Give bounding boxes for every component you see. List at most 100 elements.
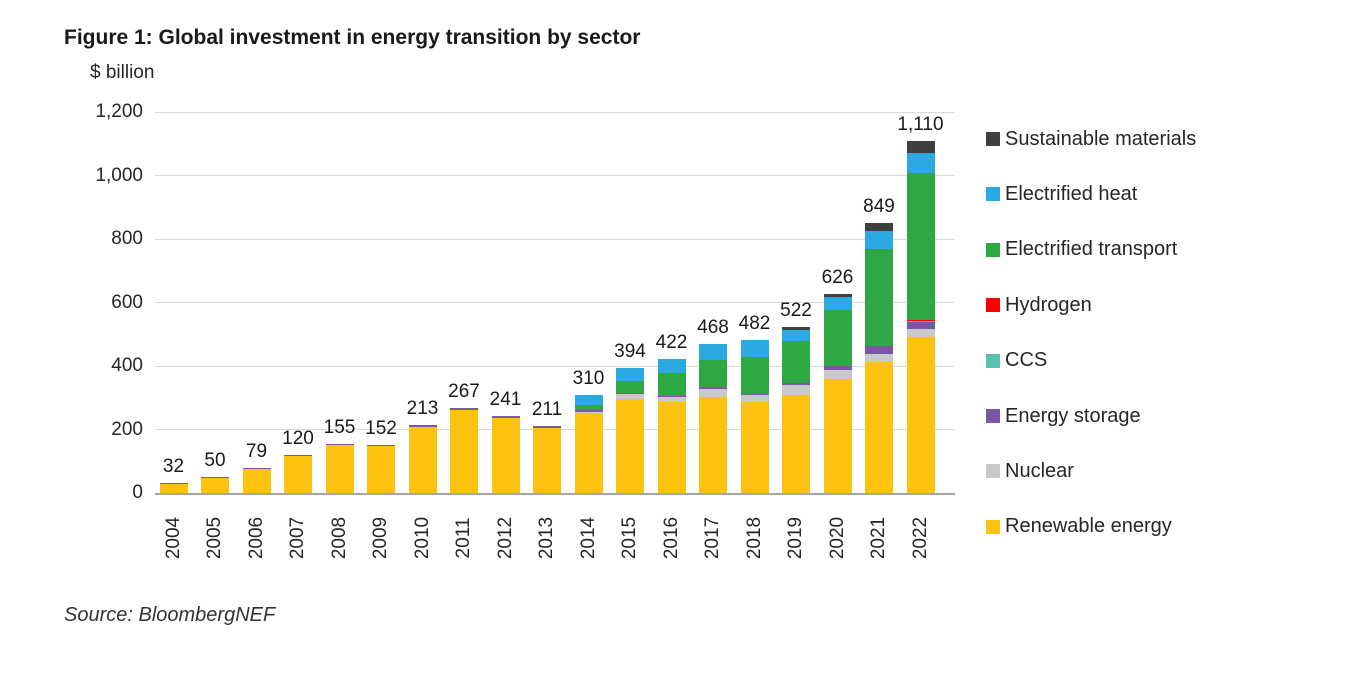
bar-segment-energy-storage-2014 bbox=[574, 410, 603, 412]
value-label-2009: 152 bbox=[365, 417, 397, 439]
legend-item-ccs: CCS bbox=[986, 349, 1048, 372]
legend-swatch-icon bbox=[986, 132, 1000, 146]
bar-segment-electrified-heat-2020 bbox=[823, 297, 852, 311]
bar-segment-renewable-energy-2014 bbox=[574, 413, 603, 493]
y-tick-label: 1,000 bbox=[95, 164, 143, 186]
x-axis-line bbox=[155, 492, 955, 495]
value-label-2014: 310 bbox=[572, 367, 605, 389]
legend-swatch-icon bbox=[986, 409, 1000, 423]
bar-segment-renewable-energy-2010 bbox=[408, 426, 437, 493]
x-tick-label-2020: 2020 bbox=[826, 516, 848, 560]
bar-segment-electrified-transport-2018 bbox=[740, 356, 769, 394]
bar-segment-energy-storage-2006 bbox=[242, 467, 271, 469]
bar-segment-renewable-energy-2004 bbox=[159, 483, 188, 493]
legend-label: Electrified transport bbox=[1005, 238, 1178, 261]
bar-segment-renewable-energy-2006 bbox=[242, 468, 271, 493]
x-tick-label-2022: 2022 bbox=[909, 516, 931, 560]
legend-swatch-icon bbox=[986, 298, 1000, 313]
x-tick-label-2016: 2016 bbox=[660, 516, 682, 560]
bar-segment-energy-storage-2019 bbox=[782, 383, 810, 386]
bar-segment-sustainable-materials-2021 bbox=[865, 223, 893, 232]
value-label-2006: 79 bbox=[245, 440, 268, 462]
legend-item-electrified-heat: Electrified heat bbox=[986, 183, 1137, 205]
bar-segment-renewable-energy-2018 bbox=[740, 401, 769, 493]
legend-item-renewable-energy: Renewable energy bbox=[986, 515, 1172, 538]
legend-label: Nuclear bbox=[1005, 459, 1074, 482]
value-label-2021: 849 bbox=[863, 196, 895, 218]
value-label-2005: 50 bbox=[204, 450, 226, 472]
legend-swatch-icon bbox=[986, 464, 1000, 479]
bar-segment-renewable-energy-2016 bbox=[657, 401, 686, 493]
bar-segment-electrified-transport-2020 bbox=[823, 310, 852, 367]
bar-segment-electrified-heat-2016 bbox=[657, 359, 686, 374]
bar-segment-electrified-heat-2014 bbox=[574, 394, 603, 406]
gridline bbox=[155, 365, 955, 367]
y-tick-label: 200 bbox=[111, 418, 143, 440]
legend-label: Energy storage bbox=[1005, 404, 1141, 427]
legend-label: Renewable energy bbox=[1005, 515, 1172, 538]
bar-segment-energy-storage-2013 bbox=[533, 426, 561, 428]
legend-item-energy-storage: Energy storage bbox=[986, 405, 1141, 427]
bar-segment-renewable-energy-2009 bbox=[367, 446, 395, 493]
bar-segment-energy-storage-2011 bbox=[450, 408, 478, 410]
bar-segment-energy-storage-2022 bbox=[906, 320, 935, 329]
value-label-2008: 155 bbox=[323, 416, 356, 438]
legend-item-nuclear: Nuclear bbox=[986, 460, 1074, 482]
y-tick-label: 0 bbox=[132, 482, 143, 503]
bar-segment-electrified-heat-2022 bbox=[906, 152, 935, 173]
bar-segment-electrified-heat-2015 bbox=[616, 367, 644, 382]
x-tick-label-2006: 2006 bbox=[245, 516, 267, 560]
value-label-2013: 211 bbox=[531, 399, 563, 420]
gridline bbox=[155, 175, 955, 176]
bar-segment-nuclear-2018 bbox=[740, 394, 769, 402]
bar-segment-electrified-transport-2014 bbox=[574, 405, 603, 411]
bar-segment-electrified-heat-2018 bbox=[740, 339, 769, 357]
legend-label: Sustainable materials bbox=[1005, 127, 1197, 150]
gridline bbox=[155, 238, 955, 240]
bar-segment-energy-storage-2021 bbox=[865, 346, 893, 354]
bar-segment-hydrogen-2022 bbox=[906, 320, 935, 322]
x-tick-label-2007: 2007 bbox=[287, 516, 308, 560]
bar-segment-renewable-energy-2011 bbox=[450, 409, 478, 493]
bar-segment-electrified-heat-2017 bbox=[699, 344, 727, 360]
bar-segment-nuclear-2019 bbox=[782, 385, 810, 395]
bar-segment-renewable-energy-2013 bbox=[533, 427, 561, 493]
legend-label: Hydrogen bbox=[1005, 293, 1092, 316]
bar-segment-nuclear-2021 bbox=[865, 353, 893, 363]
bar-segment-energy-storage-2007 bbox=[284, 454, 312, 457]
bar-segment-nuclear-2017 bbox=[699, 389, 727, 398]
source-note: Source: BloombergNEF bbox=[64, 604, 276, 626]
y-tick-label: 400 bbox=[111, 355, 143, 376]
x-tick-label-2009: 2009 bbox=[370, 516, 391, 560]
x-tick-label-2010: 2010 bbox=[411, 516, 433, 560]
bar-segment-electrified-heat-2019 bbox=[782, 329, 810, 342]
legend-label: Electrified heat bbox=[1005, 182, 1138, 205]
bar-segment-energy-storage-2012 bbox=[491, 416, 520, 419]
legend-label: CCS bbox=[1005, 349, 1048, 372]
bar-segment-energy-storage-2018 bbox=[740, 393, 769, 395]
bar-segment-electrified-transport-2021 bbox=[865, 249, 893, 347]
x-tick-label-2018: 2018 bbox=[743, 516, 765, 560]
bar-segment-renewable-energy-2007 bbox=[284, 456, 312, 493]
bar-segment-energy-storage-2016 bbox=[657, 395, 686, 397]
bar-segment-renewable-energy-2019 bbox=[782, 394, 810, 493]
x-tick-label-2004: 2004 bbox=[162, 516, 184, 560]
x-tick-label-2011: 2011 bbox=[453, 517, 474, 559]
bar-segment-renewable-energy-2020 bbox=[823, 378, 852, 493]
bar-segment-nuclear-2016 bbox=[657, 396, 686, 402]
y-axis-unit-label: $ billion bbox=[90, 62, 155, 83]
bar-segment-renewable-energy-2021 bbox=[865, 362, 893, 493]
y-tick-label: 1,200 bbox=[95, 101, 143, 122]
x-tick-label-2013: 2013 bbox=[536, 516, 557, 560]
x-tick-label-2005: 2005 bbox=[204, 516, 225, 560]
x-tick-label-2019: 2019 bbox=[785, 516, 806, 560]
bar-segment-sustainable-materials-2022 bbox=[906, 140, 935, 153]
legend-swatch-icon bbox=[986, 187, 1000, 202]
x-tick-label-2017: 2017 bbox=[702, 516, 723, 560]
bar-segment-energy-storage-2008 bbox=[325, 443, 354, 446]
bar-segment-renewable-energy-2022 bbox=[906, 337, 935, 493]
legend-swatch-icon bbox=[986, 242, 1000, 257]
y-tick-label: 800 bbox=[111, 228, 143, 249]
chart-title: Figure 1: Global investment in energy tr… bbox=[64, 26, 641, 49]
legend-item-hydrogen: Hydrogen bbox=[986, 294, 1092, 316]
